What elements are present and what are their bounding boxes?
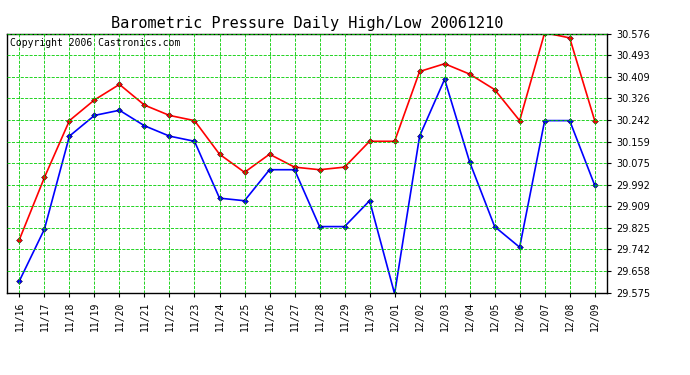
- Text: Copyright 2006 Castronics.com: Copyright 2006 Castronics.com: [10, 38, 180, 48]
- Title: Barometric Pressure Daily High/Low 20061210: Barometric Pressure Daily High/Low 20061…: [111, 16, 503, 31]
